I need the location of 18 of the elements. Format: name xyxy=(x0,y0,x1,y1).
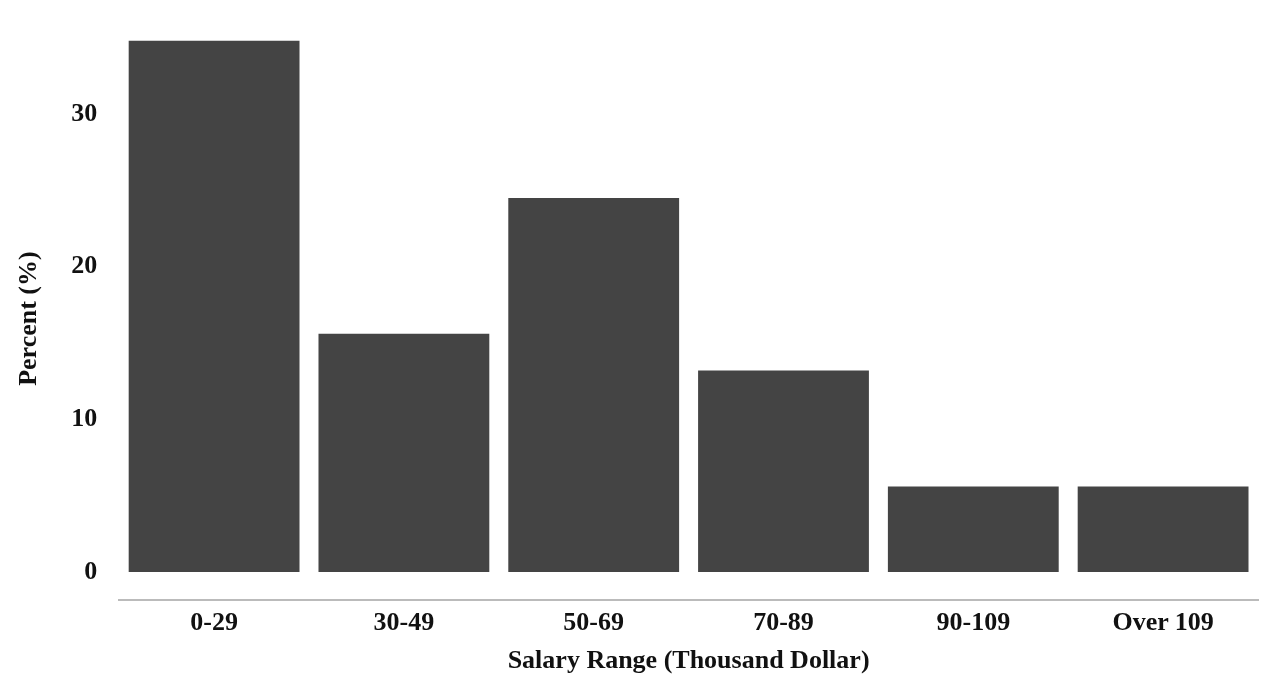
y-tick-label: 0 xyxy=(84,555,98,585)
x-tick-label: 90-109 xyxy=(936,606,1011,636)
y-tick-label: 20 xyxy=(71,250,98,280)
bar xyxy=(128,40,300,573)
x-tick-label: 0-29 xyxy=(190,606,238,636)
bar xyxy=(698,370,869,573)
x-tick-label: 50-69 xyxy=(563,606,625,636)
y-axis-title: Percent (%) xyxy=(13,251,43,386)
y-tick-label: 30 xyxy=(71,97,98,127)
bar xyxy=(887,486,1059,573)
x-tick-label: Over 109 xyxy=(1112,606,1214,636)
x-tick-label: 70-89 xyxy=(753,606,814,636)
x-tick-label: 30-49 xyxy=(373,606,435,636)
bar xyxy=(508,197,680,573)
bar xyxy=(318,333,490,573)
x-axis-title: Salary Range (Thousand Dollar) xyxy=(507,645,870,675)
y-tick-label: 10 xyxy=(71,403,98,433)
bar xyxy=(1077,486,1249,573)
